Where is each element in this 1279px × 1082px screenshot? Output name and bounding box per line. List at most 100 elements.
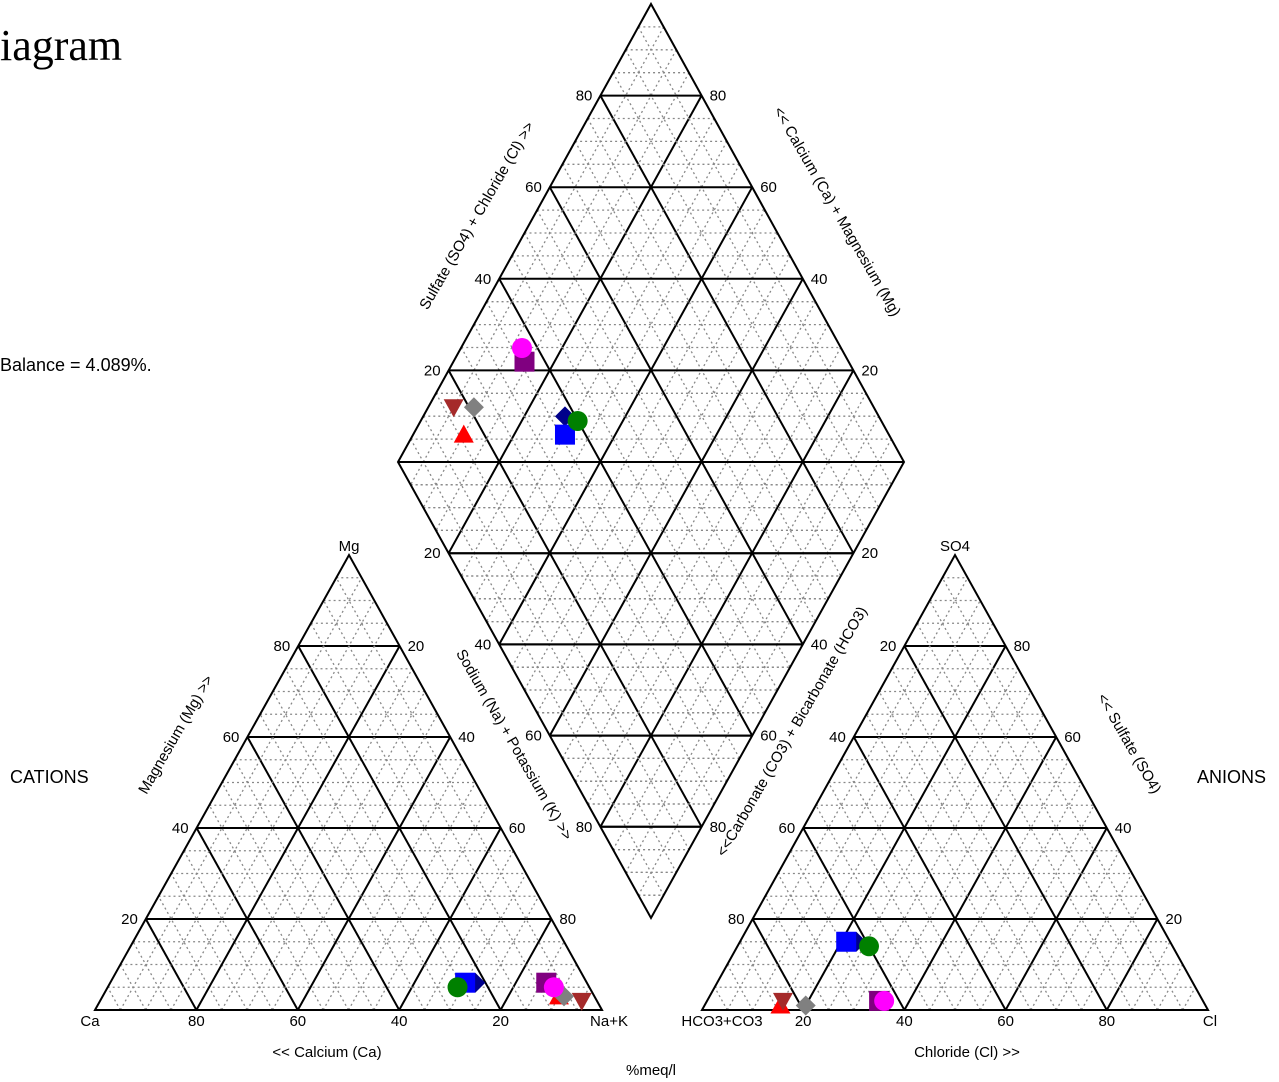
anion-triangle-gridline xyxy=(840,759,981,1011)
diamond-gridline xyxy=(498,278,754,737)
diamond-gridline xyxy=(599,369,855,828)
sample-circle-marker xyxy=(858,936,879,957)
anion-triangle-gridline xyxy=(764,895,830,1011)
cation-triangle-gridline xyxy=(221,668,413,1011)
diamond-upper-left-tick: 20 xyxy=(424,362,441,379)
anion-triangle-gridline xyxy=(739,941,779,1011)
sample-triangle-down-marker xyxy=(571,992,592,1011)
anion-right-tick: 60 xyxy=(1064,729,1081,746)
cation-right-tick: 40 xyxy=(458,729,475,746)
diamond-gridline xyxy=(599,95,855,554)
cation-triangle-gridline xyxy=(474,895,540,1011)
anion-triangle-gridline xyxy=(789,850,880,1011)
cation-triangle-gridline xyxy=(323,600,552,1011)
sample-diamond-marker xyxy=(463,397,484,418)
cation-bottom-axis-label: << Calcium (Ca) xyxy=(272,1044,381,1061)
anion-left-tick: 60 xyxy=(779,820,796,837)
diamond-gridline xyxy=(511,255,766,714)
cation-left-axis-label: Magnesium (Mg) >> xyxy=(135,672,217,797)
sample-points xyxy=(443,338,895,1016)
sample-circle-marker xyxy=(543,977,564,998)
cation-triangle-gridline xyxy=(525,941,565,1011)
cation-triangle-gridline xyxy=(132,941,172,1011)
diamond-lower-left-tick: 80 xyxy=(576,819,593,836)
diamond-gridline xyxy=(637,26,892,486)
sample-circle-marker xyxy=(567,410,588,431)
diamond-outline xyxy=(396,1,906,921)
anion-bottom-tick: 80 xyxy=(1098,1013,1115,1030)
anion-triangle-gridline xyxy=(941,577,1184,1011)
cation-bottom-tick: 20 xyxy=(492,1013,509,1030)
anion-triangle-gridline xyxy=(1080,895,1146,1011)
sample-triangle-down-marker xyxy=(443,399,464,418)
sample-triangle-up-marker xyxy=(453,424,474,443)
diamond-lower-right-tick: 60 xyxy=(760,728,777,745)
anion-triangle-gridline xyxy=(865,713,1032,1011)
cation-right-tick: 20 xyxy=(408,638,425,655)
anion-triangle-gridline xyxy=(752,600,981,1011)
anion-triangle-gridline xyxy=(878,691,1057,1011)
diagram-title: iagram xyxy=(0,21,122,70)
anion-triangle-gridline xyxy=(714,986,728,1011)
anion-triangle-gridline xyxy=(1131,941,1171,1011)
diamond-upper-left-tick: 40 xyxy=(475,271,492,288)
diamond-lower-left-tick: 20 xyxy=(424,545,441,562)
diamond-gridline xyxy=(498,186,754,645)
anion-triangle-gridline xyxy=(929,759,1070,1011)
cation-bottom-tick: 40 xyxy=(391,1013,408,1030)
anion-right-tick: 20 xyxy=(1165,911,1182,928)
cation-triangle-gridline xyxy=(373,804,489,1011)
anion-bottom-axis-label: Chloride (Cl) >> xyxy=(914,1044,1020,1061)
anion-bottom-tick: 60 xyxy=(997,1013,1014,1030)
diamond-upper-right-axis-label: << Calcium (Ca) + Magnesium (Mg) xyxy=(770,104,904,319)
anion-triangle-gridline xyxy=(891,668,1083,1011)
anion-right-vertex-label: Cl xyxy=(1203,1013,1217,1030)
diamond-gridline xyxy=(511,209,766,668)
sample-square-marker xyxy=(836,931,857,952)
anion-triangle-gridline xyxy=(979,804,1095,1011)
anion-triangle-gridline xyxy=(777,622,994,1011)
sample-diamond-marker xyxy=(795,995,816,1016)
diamond-upper-right-tick: 60 xyxy=(760,179,777,196)
diamond-lower-right-tick: 20 xyxy=(861,545,878,562)
cation-triangle-gridline xyxy=(297,645,502,1011)
cation-right-vertex-label: Na+K xyxy=(590,1013,628,1030)
anion-triangle-gridline xyxy=(815,804,931,1011)
diamond-gridline xyxy=(561,163,817,622)
cation-triangle-gridline xyxy=(107,986,121,1011)
anion-triangle-outline xyxy=(700,552,1210,1011)
cation-triangle-gridline xyxy=(234,759,375,1011)
sample-circle-marker xyxy=(447,977,468,998)
diamond-gridline xyxy=(536,209,791,668)
diamond-upper-left-tick: 80 xyxy=(576,88,593,105)
diamond-lower-right-tick: 40 xyxy=(811,636,828,653)
diamond-lower-left-tick: 60 xyxy=(525,728,542,745)
diamond-gridline xyxy=(587,118,842,577)
anion-triangle-gridline xyxy=(1030,850,1121,1011)
cation-triangle-gridline xyxy=(145,600,375,1011)
anion-triangle-gridline xyxy=(878,713,1045,1011)
cation-left-tick: 20 xyxy=(121,911,138,928)
diamond-lower-left-tick: 40 xyxy=(475,636,492,653)
diamond-gridline xyxy=(561,301,817,759)
anion-right-tick: 80 xyxy=(1014,638,1031,655)
plot-outlines xyxy=(93,1,1210,1011)
anion-left-tick: 80 xyxy=(728,911,745,928)
cation-right-tick: 60 xyxy=(509,820,526,837)
diamond-gridline xyxy=(612,72,867,531)
anion-right-axis-label: << Sulfate (SO4) xyxy=(1093,691,1164,797)
anion-triangle-gridline xyxy=(827,668,1019,1011)
sample-circle-marker xyxy=(874,990,895,1011)
cation-triangle-gridline xyxy=(322,759,464,1011)
cation-triangle-gridline xyxy=(208,804,324,1011)
diamond-gridline xyxy=(548,186,804,645)
anions-label: ANIONS xyxy=(1197,767,1266,787)
anion-triangle-gridline xyxy=(1105,918,1159,1011)
anion-right-tick: 40 xyxy=(1115,820,1132,837)
cation-apex-label: Mg xyxy=(339,538,360,555)
anion-left-vertex-label: HCO3+CO3 xyxy=(681,1013,762,1030)
sample-triangle-down-marker xyxy=(772,992,793,1011)
cation-left-tick: 60 xyxy=(223,729,240,746)
cation-triangle-gridline xyxy=(272,691,451,1011)
diamond-upper-left-tick: 60 xyxy=(525,179,542,196)
